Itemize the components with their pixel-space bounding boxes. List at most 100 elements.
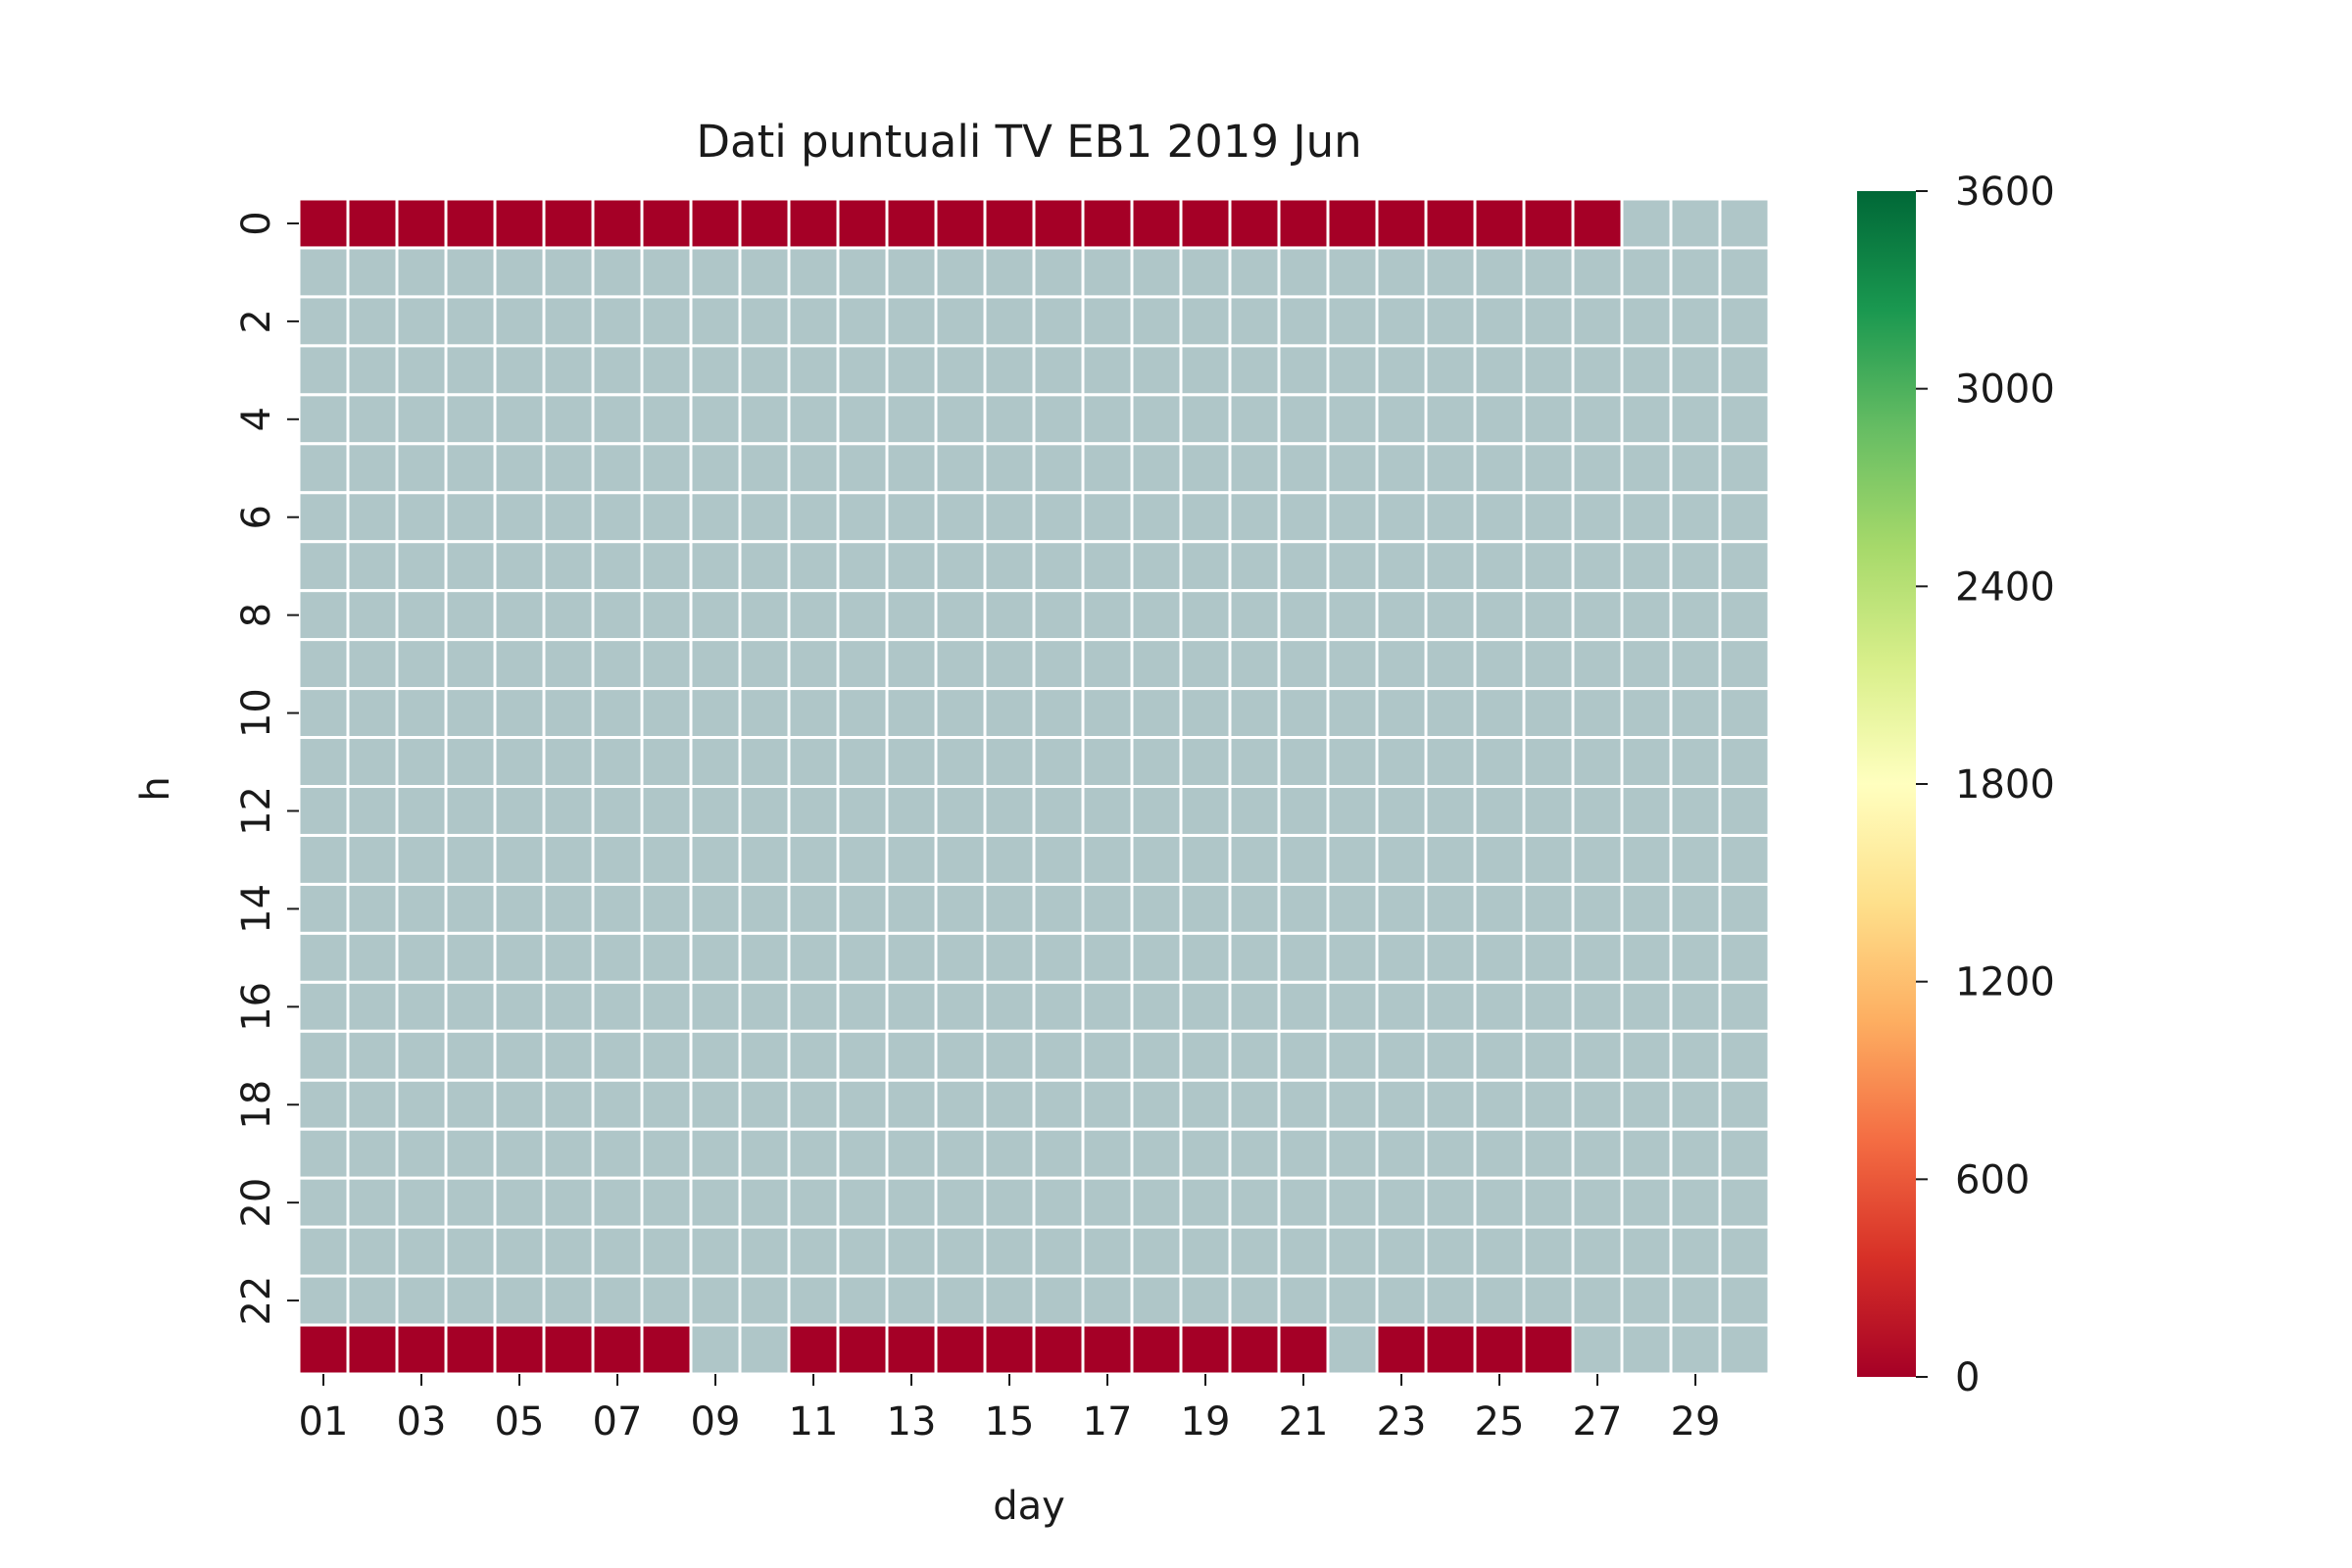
- heatmap-cell: [738, 785, 791, 837]
- heatmap-cell: [1326, 540, 1379, 593]
- heatmap-cell: [983, 931, 1036, 984]
- heatmap-cell: [1032, 393, 1085, 446]
- heatmap-cell: [1669, 1274, 1722, 1327]
- heatmap-cell: [1081, 1029, 1134, 1082]
- heatmap-cell: [1424, 1274, 1477, 1327]
- heatmap-cell: [1571, 1176, 1624, 1229]
- heatmap-cell: [1179, 1274, 1232, 1327]
- heatmap-cell: [1081, 931, 1134, 984]
- heatmap-cell: [787, 687, 840, 740]
- heatmap-cell: [1424, 295, 1477, 348]
- heatmap-cell: [395, 687, 448, 740]
- heatmap-cell: [1473, 1225, 1526, 1278]
- heatmap-cell: [346, 197, 399, 250]
- heatmap-cell: [297, 882, 350, 935]
- heatmap-cell: [493, 246, 546, 299]
- heatmap-cell: [444, 589, 497, 642]
- heatmap-cell: [885, 491, 938, 544]
- heatmap-cell: [1669, 1029, 1722, 1082]
- heatmap-cell: [640, 1323, 693, 1376]
- heatmap-cell: [640, 442, 693, 495]
- heatmap-cell: [787, 1127, 840, 1180]
- heatmap-cell: [1718, 785, 1771, 837]
- heatmap-cell: [1522, 1323, 1575, 1376]
- heatmap-cell: [1424, 246, 1477, 299]
- heatmap-cells: [297, 197, 1771, 1376]
- heatmap-cell: [346, 1029, 399, 1082]
- heatmap-cell: [1081, 344, 1134, 397]
- heatmap-cell: [689, 1176, 742, 1229]
- heatmap-cell: [395, 442, 448, 495]
- heatmap-cell: [297, 344, 350, 397]
- heatmap-cell: [1473, 442, 1526, 495]
- heatmap-cell: [591, 687, 644, 740]
- heatmap-cell: [542, 931, 595, 984]
- heatmap-cell: [1032, 833, 1085, 886]
- heatmap-cell: [444, 295, 497, 348]
- heatmap-cell: [346, 246, 399, 299]
- heatmap-cell: [1228, 687, 1281, 740]
- heatmap-cell: [1473, 1078, 1526, 1131]
- heatmap-cell: [787, 882, 840, 935]
- heatmap-cell: [1620, 980, 1673, 1033]
- colorbar-ticks: 0 600 1200 1800 2400 3000 3600: [1916, 170, 2055, 1400]
- heatmap-cell: [1326, 1323, 1379, 1376]
- heatmap-cell: [444, 1225, 497, 1278]
- heatmap-cell: [1032, 980, 1085, 1033]
- heatmap-cell: [983, 1274, 1036, 1327]
- heatmap-cell: [787, 638, 840, 691]
- heatmap-cell: [787, 1323, 840, 1376]
- heatmap-cell: [542, 638, 595, 691]
- heatmap-cell: [542, 344, 595, 397]
- heatmap-cell: [591, 638, 644, 691]
- heatmap-cell: [836, 344, 889, 397]
- heatmap-cell: [1375, 980, 1428, 1033]
- heatmap-cell: [1375, 833, 1428, 886]
- heatmap-cell: [689, 1323, 742, 1376]
- heatmap-cell: [1473, 833, 1526, 886]
- heatmap-cell: [591, 295, 644, 348]
- heatmap-cell: [1277, 442, 1330, 495]
- heatmap-cell: [542, 882, 595, 935]
- heatmap-cell: [591, 1127, 644, 1180]
- heatmap-cell: [542, 393, 595, 446]
- heatmap-cell: [1473, 687, 1526, 740]
- heatmap-cell: [542, 589, 595, 642]
- heatmap-cell: [591, 344, 644, 397]
- heatmap-cell: [836, 638, 889, 691]
- heatmap-cell: [1326, 442, 1379, 495]
- heatmap-cell: [1571, 393, 1624, 446]
- heatmap-cell: [836, 1274, 889, 1327]
- heatmap-cell: [346, 1078, 399, 1131]
- heatmap-cell: [591, 589, 644, 642]
- heatmap-cell: [836, 491, 889, 544]
- heatmap-cell: [1081, 246, 1134, 299]
- heatmap-cell: [1228, 393, 1281, 446]
- heatmap-cell: [1130, 197, 1183, 250]
- heatmap-cell: [1277, 736, 1330, 789]
- heatmap-cell: [1424, 1029, 1477, 1082]
- x-tick-label: 17: [1083, 1399, 1133, 1445]
- heatmap-cell: [1571, 344, 1624, 397]
- heatmap-cell: [1718, 540, 1771, 593]
- x-tick-label: 03: [397, 1399, 447, 1445]
- heatmap-cell: [885, 246, 938, 299]
- heatmap-cell: [346, 442, 399, 495]
- heatmap-cell: [542, 442, 595, 495]
- heatmap-cell: [885, 931, 938, 984]
- y-tick-label: 0: [234, 211, 279, 235]
- heatmap-cell: [297, 785, 350, 837]
- heatmap-cell: [493, 736, 546, 789]
- heatmap-cell: [1228, 980, 1281, 1033]
- heatmap-cell: [444, 393, 497, 446]
- heatmap-cell: [836, 1323, 889, 1376]
- heatmap-cell: [1375, 344, 1428, 397]
- heatmap-cell: [444, 980, 497, 1033]
- heatmap-cell: [346, 931, 399, 984]
- heatmap-cell: [1228, 736, 1281, 789]
- heatmap-cell: [591, 1274, 644, 1327]
- heatmap-cell: [885, 833, 938, 886]
- heatmap-cell: [836, 246, 889, 299]
- heatmap-cell: [591, 197, 644, 250]
